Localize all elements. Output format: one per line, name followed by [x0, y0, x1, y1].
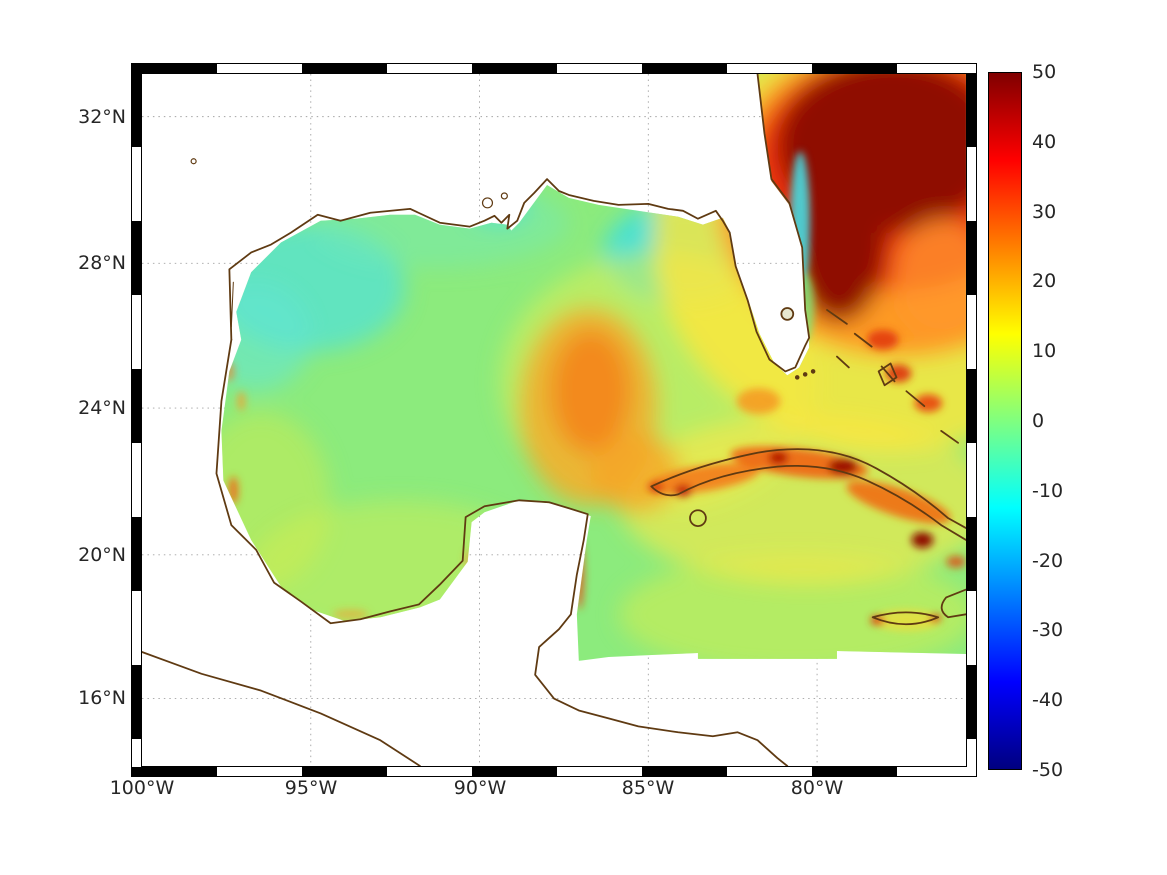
frame-band-bottom	[132, 767, 976, 776]
map-plot-area	[142, 74, 966, 766]
colorbar-tick-m30: -30	[1032, 619, 1064, 641]
frame-band-right	[967, 73, 976, 767]
map-field-svg	[142, 74, 966, 766]
colorbar	[988, 72, 1022, 770]
colorbar-tick-30: 30	[1032, 201, 1057, 223]
colorbar-tick-20: 20	[1032, 270, 1057, 292]
map-inner-border	[141, 73, 967, 767]
lat-tick-label-32n: 32°N	[78, 106, 126, 128]
colorbar-tick-10: 10	[1032, 340, 1057, 362]
frame-band-top	[132, 64, 976, 73]
colorbar-tick-40: 40	[1032, 131, 1057, 153]
coastlines	[142, 74, 966, 766]
lat-tick-label-24n: 24°N	[78, 397, 126, 419]
lon-tick-label-90w: 90°W	[453, 777, 507, 799]
lon-tick-label-100w: 100°W	[109, 777, 175, 799]
colorbar-tick-m20: -20	[1032, 550, 1064, 572]
colorbar-tick-0: 0	[1032, 410, 1045, 432]
lon-tick-label-85w: 85°W	[621, 777, 675, 799]
colorbar-tick-50: 50	[1032, 61, 1057, 83]
lat-tick-label-28n: 28°N	[78, 252, 126, 274]
lon-tick-label-95w: 95°W	[284, 777, 338, 799]
colorbar-tick-m40: -40	[1032, 689, 1064, 711]
colorbar-tick-m50: -50	[1032, 759, 1064, 781]
lat-tick-label-20n: 20°N	[78, 544, 126, 566]
lat-tick-label-16n: 16°N	[78, 687, 126, 709]
colorbar-tick-m10: -10	[1032, 480, 1064, 502]
frame-band-left	[132, 73, 141, 767]
lon-tick-label-80w: 80°W	[790, 777, 844, 799]
